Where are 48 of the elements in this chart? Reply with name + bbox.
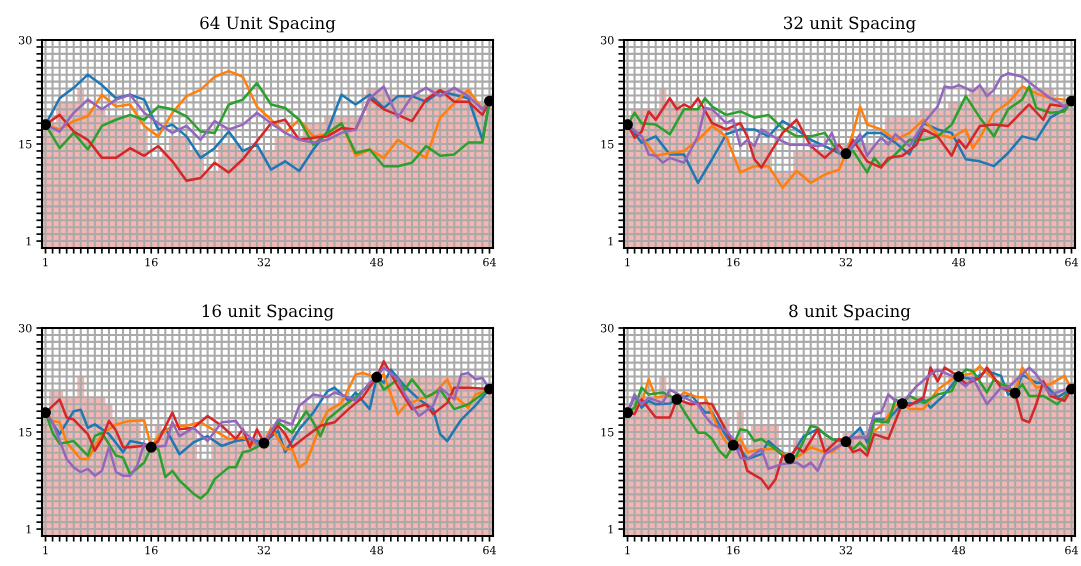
x-tick-label: 64: [483, 257, 496, 267]
point: [896, 398, 908, 409]
y-tick-label: 30: [18, 35, 32, 45]
point: [1066, 95, 1075, 107]
point: [953, 371, 965, 382]
y-tick-label: 30: [600, 323, 614, 333]
x-tick-label: 16: [727, 545, 740, 555]
x-tick-label: 1: [625, 545, 630, 555]
chart-title: 16 unit Spacing: [202, 304, 334, 321]
y-tick-label: 30: [18, 323, 32, 333]
y-tick-label: 15: [19, 427, 32, 437]
point: [258, 437, 270, 449]
y-tick-label: 15: [601, 427, 614, 437]
x-tick-label: 32: [839, 257, 852, 267]
x-tick-label: 32: [257, 545, 270, 555]
point: [624, 119, 633, 130]
y-tick-label: 15: [19, 139, 32, 149]
x-tick-label: 48: [370, 257, 384, 267]
x-tick-label: 1: [43, 545, 48, 555]
x-tick-label: 32: [839, 545, 852, 555]
y-tick-label: 1: [608, 237, 613, 246]
x-tick-label: 48: [952, 545, 966, 555]
x-tick-label: 64: [1065, 257, 1078, 267]
x-tick-label: 1: [625, 257, 630, 267]
x-tick-label: 32: [257, 257, 270, 267]
point: [145, 441, 157, 453]
x-tick-label: 16: [145, 545, 158, 555]
chart-title: 32 unit Spacing: [784, 16, 916, 33]
point: [727, 439, 739, 451]
y-tick-label: 30: [600, 35, 614, 45]
point: [1009, 387, 1021, 399]
chart-title: 64 Unit Spacing: [200, 16, 336, 33]
x-tick-label: 48: [370, 545, 384, 555]
y-tick-label: 1: [26, 237, 31, 246]
y-tick-label: 15: [601, 139, 614, 149]
x-tick-label: 48: [952, 257, 966, 267]
point: [671, 394, 683, 405]
x-tick-label: 16: [727, 257, 740, 267]
point: [371, 371, 383, 383]
point: [840, 436, 852, 448]
x-tick-label: 16: [145, 257, 158, 267]
point: [784, 452, 795, 464]
x-tick-label: 1: [43, 257, 48, 267]
x-tick-label: 64: [483, 545, 496, 555]
x-tick-label: 64: [1065, 545, 1078, 555]
chart-title: 8 unit Spacing: [789, 304, 911, 321]
y-tick-label: 1: [608, 525, 613, 534]
y-tick-label: 1: [26, 525, 31, 534]
